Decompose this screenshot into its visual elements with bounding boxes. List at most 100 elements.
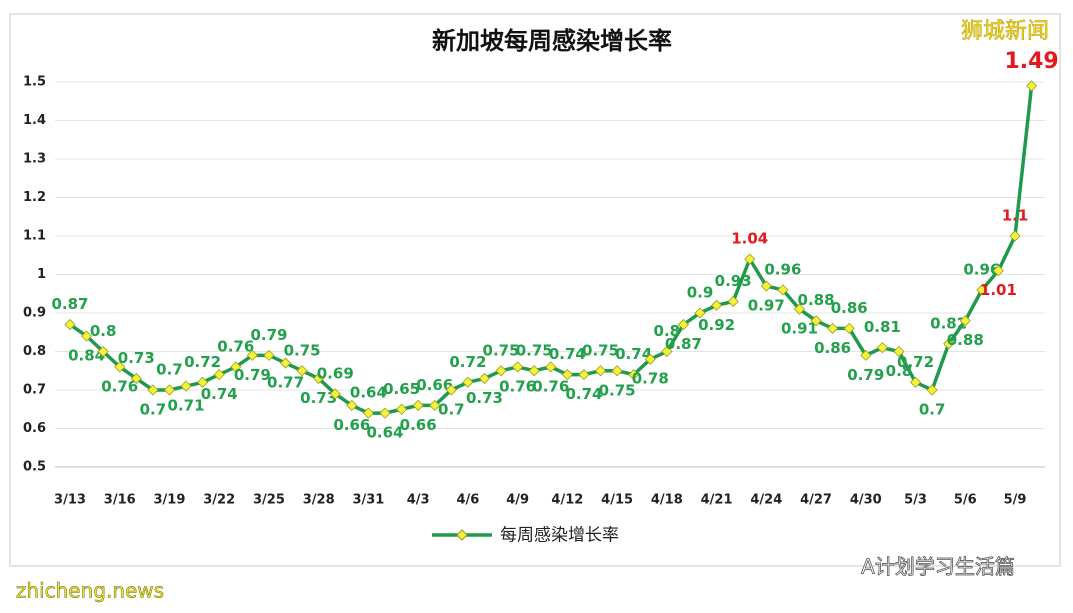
data-label: 0.79: [847, 366, 884, 384]
chart-frame: [9, 13, 1061, 567]
marker: [396, 403, 408, 415]
marker: [412, 399, 424, 411]
data-label: 0.69: [317, 364, 354, 382]
data-label: 0.74: [615, 345, 652, 363]
data-label: 1.01: [980, 281, 1017, 299]
x-tick-label: 4/27: [800, 493, 832, 508]
x-tick-label: 3/16: [104, 493, 136, 508]
data-label: 0.66: [333, 416, 370, 434]
data-label: 1.04: [731, 230, 768, 248]
marker: [97, 345, 109, 358]
data-label: 0.76: [217, 337, 254, 355]
x-tick-label: 3/25: [253, 493, 285, 508]
marker: [379, 407, 391, 419]
marker: [362, 407, 374, 419]
marker: [114, 361, 126, 373]
data-label: 0.64: [366, 424, 403, 442]
marker: [909, 376, 922, 388]
data-label: 0.76: [499, 377, 536, 395]
x-tick-label: 5/6: [954, 493, 977, 508]
marker: [943, 338, 955, 350]
x-tick-label: 4/21: [701, 493, 733, 508]
data-label: 0.75: [284, 341, 321, 359]
data-label: 0.88: [947, 331, 984, 349]
x-tick-label: 3/13: [54, 493, 86, 508]
watermark: 狮城新闻: [961, 19, 1049, 44]
data-label: 0.75: [516, 341, 553, 359]
data-label: 0.73: [466, 389, 503, 407]
data-label: 0.96: [963, 260, 1000, 278]
data-label: 0.88: [798, 291, 835, 309]
marker: [611, 365, 623, 377]
data-label: 0.86: [814, 339, 851, 357]
data-label: 0.65: [383, 380, 420, 398]
marker: [147, 384, 159, 396]
data-label: 0.8: [654, 322, 681, 340]
marker: [777, 284, 789, 296]
data-label: 0.75: [483, 341, 520, 359]
x-tick-label: 4/24: [750, 493, 782, 508]
data-label: 1.49: [1004, 49, 1058, 74]
marker: [230, 361, 242, 373]
data-label: 0.81: [864, 318, 901, 336]
marker: [495, 365, 507, 377]
data-label: 0.7: [156, 361, 183, 379]
marker: [346, 399, 358, 411]
y-tick-label: 1: [37, 267, 46, 282]
y-tick-label: 0.6: [23, 421, 46, 436]
marker: [628, 369, 640, 381]
data-label: 0.74: [549, 345, 586, 363]
data-label: 0.87: [51, 295, 88, 313]
x-tick-label: 3/28: [303, 493, 335, 508]
data-label: 0.97: [748, 297, 785, 315]
marker: [727, 295, 739, 308]
marker: [180, 380, 192, 392]
data-label: 0.75: [582, 341, 619, 359]
data-label: 0.71: [168, 397, 205, 415]
y-tick-label: 1.4: [23, 113, 46, 128]
marker: [478, 372, 491, 385]
marker: [860, 349, 872, 361]
data-label: 0.91: [781, 320, 818, 338]
y-tick-label: 1.5: [23, 75, 46, 90]
data-label: 0.93: [715, 272, 752, 290]
marker: [876, 342, 888, 354]
marker: [644, 353, 656, 365]
marker: [545, 361, 557, 373]
marker: [163, 384, 176, 396]
x-tick-label: 4/18: [651, 493, 683, 508]
marker: [197, 376, 209, 388]
x-tick-label: 5/3: [904, 493, 927, 508]
marker: [246, 349, 258, 361]
marker: [462, 376, 474, 388]
marker: [296, 365, 308, 377]
marker: [760, 280, 772, 292]
legend-marker: [456, 529, 468, 541]
data-label: 0.8: [886, 362, 913, 380]
x-tick-label: 4/9: [506, 493, 529, 508]
data-label: 0.7: [438, 401, 465, 419]
y-tick-label: 0.7: [23, 383, 46, 398]
marker: [213, 369, 225, 381]
data-label: 0.77: [267, 374, 304, 392]
y-tick-label: 1.2: [23, 190, 46, 205]
marker: [512, 361, 524, 373]
data-label: 0.8: [90, 322, 117, 340]
data-label: 0.92: [698, 316, 735, 334]
marker: [1009, 230, 1021, 242]
data-label: 0.74: [201, 385, 238, 403]
watermark: A计划学习生活篇: [861, 555, 1015, 579]
y-tick-label: 0.8: [23, 344, 46, 359]
marker: [594, 365, 607, 377]
data-label: 0.9: [687, 284, 714, 302]
marker: [711, 299, 723, 311]
watermark: zhicheng.news: [16, 579, 164, 603]
x-tick-label: 3/19: [154, 493, 186, 508]
marker: [313, 372, 325, 385]
marker: [578, 369, 590, 381]
data-label: 0.96: [764, 260, 801, 278]
data-label: 0.7: [919, 401, 946, 419]
data-label: 0.76: [101, 377, 138, 395]
marker: [827, 322, 839, 334]
